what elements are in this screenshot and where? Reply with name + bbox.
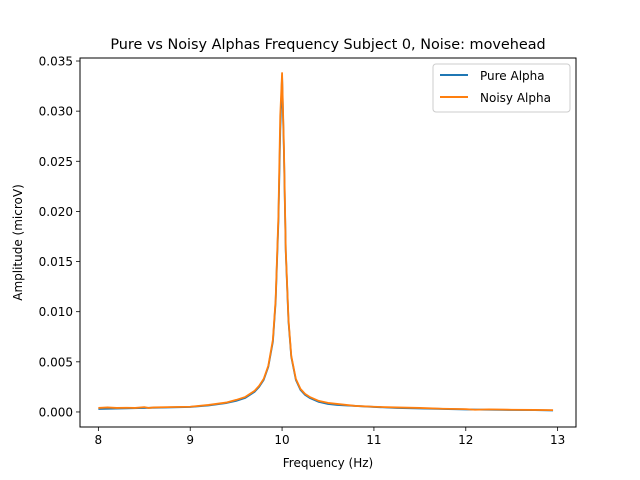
x-axis-label: Frequency (Hz) (283, 456, 374, 470)
y-tick-label: 0.025 (39, 155, 73, 169)
series-line-noisy-alpha (98, 72, 554, 412)
y-axis-ticks: 0.000 0.005 0.010 0.015 0.020 0.025 0.030 0.035 (39, 55, 80, 419)
y-tick-label: 0.005 (39, 355, 73, 369)
legend: Pure Alpha Noisy Alpha (432, 63, 571, 113)
legend-label-noisy-alpha: Noisy Alpha (480, 91, 551, 105)
x-tick-label: 13 (550, 433, 565, 447)
axes-frame (79, 57, 577, 428)
plot-area (79, 57, 577, 428)
y-tick-label: 0.020 (39, 205, 73, 219)
y-tick-label: 0.030 (39, 105, 73, 119)
x-tick-label: 12 (458, 433, 473, 447)
x-tick-label: 11 (366, 433, 381, 447)
legend-label-pure-alpha: Pure Alpha (480, 69, 545, 83)
y-tick-label: 0.015 (39, 255, 73, 269)
x-tick-label: 9 (186, 433, 194, 447)
x-axis-ticks: 8 9 10 11 12 13 (95, 427, 565, 447)
y-axis-label: Amplitude (microV) (11, 184, 25, 301)
y-tick-label: 0.010 (39, 305, 73, 319)
chart-title: Pure vs Noisy Alphas Frequency Subject 0… (110, 37, 545, 53)
x-tick-label: 10 (274, 433, 289, 447)
series-layer (98, 72, 554, 412)
x-tick-label: 8 (95, 433, 103, 447)
y-tick-label: 0.035 (39, 55, 73, 69)
y-tick-label: 0.000 (39, 405, 73, 419)
